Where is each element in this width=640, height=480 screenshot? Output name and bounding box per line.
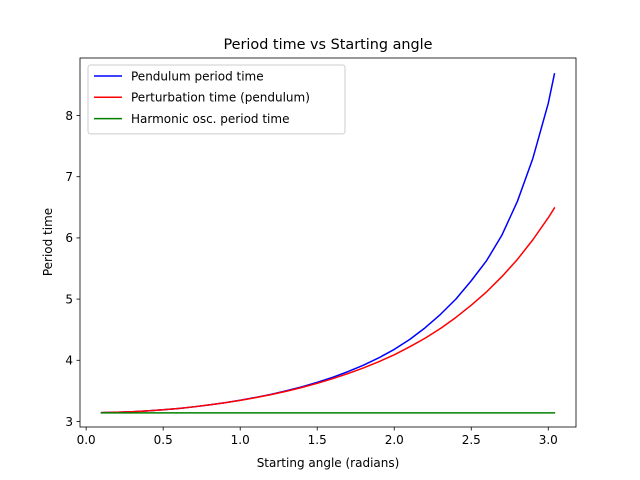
legend-label-0: Pendulum period time bbox=[131, 69, 264, 83]
x-tick-label: 1.0 bbox=[231, 433, 250, 447]
x-tick-label: 2.5 bbox=[462, 433, 481, 447]
x-tick-label: 3.0 bbox=[539, 433, 558, 447]
y-tick-label: 8 bbox=[65, 109, 73, 123]
x-tick-label: 0.0 bbox=[77, 433, 96, 447]
x-tick-label: 1.5 bbox=[308, 433, 327, 447]
chart-title: Period time vs Starting angle bbox=[223, 37, 432, 53]
x-axis-label: Starting angle (radians) bbox=[257, 456, 400, 470]
x-tick-label: 0.5 bbox=[154, 433, 173, 447]
legend-box bbox=[87, 64, 346, 135]
y-tick-label: 4 bbox=[65, 354, 73, 368]
y-tick-label: 3 bbox=[65, 415, 73, 429]
y-tick-label: 7 bbox=[65, 170, 73, 184]
x-tick-label: 2.0 bbox=[385, 433, 404, 447]
y-axis-label: Period time bbox=[41, 208, 55, 276]
axes-frame bbox=[79, 57, 577, 428]
series-line-1 bbox=[100, 206, 556, 414]
legend-label-2: Harmonic osc. period time bbox=[131, 112, 289, 126]
legend-label-1: Perturbation time (pendulum) bbox=[131, 91, 310, 105]
y-tick-label: 6 bbox=[65, 231, 73, 245]
y-tick-label: 5 bbox=[65, 292, 73, 306]
plot-area: 0.0 0.5 1.0 1.5 2.0 2.5 3.0 3 4 5 6 7 8 Pendulum peri… bbox=[65, 57, 577, 447]
